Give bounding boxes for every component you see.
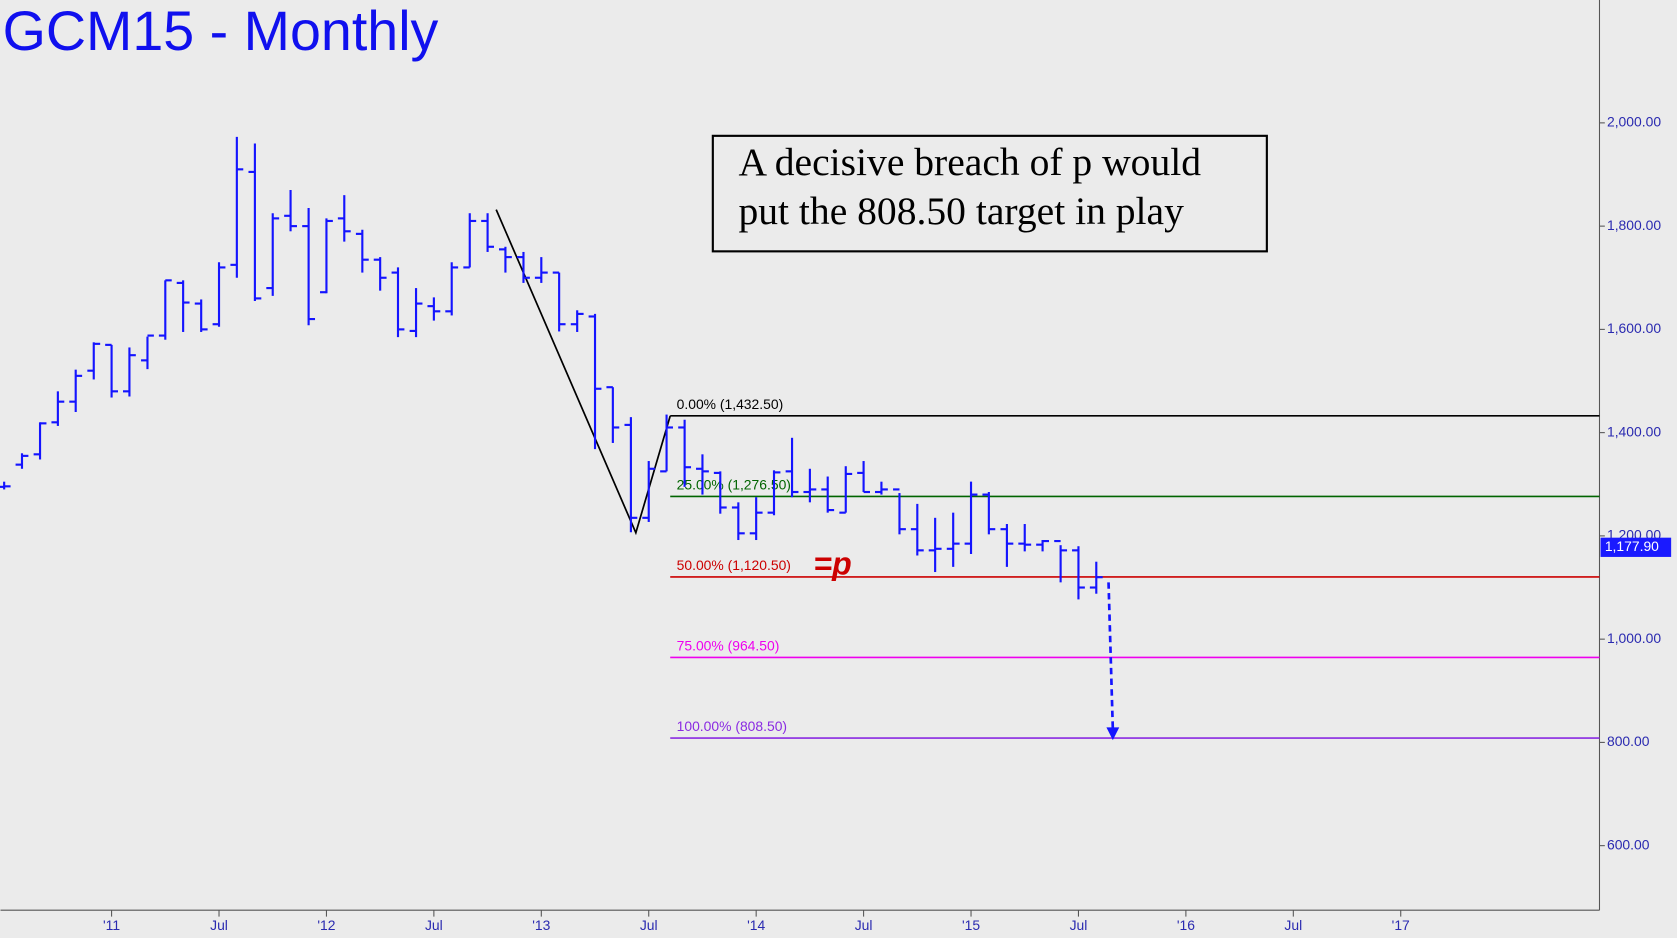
y-tick-label: 2,000.00	[1607, 114, 1661, 130]
p-marker: =p	[813, 546, 851, 582]
x-tick-label: '14	[747, 917, 765, 933]
last-price-box	[1600, 537, 1672, 557]
fib-label: 100.00% (808.50)	[677, 718, 787, 734]
projection-line	[1107, 582, 1115, 730]
annotation-line: put the 808.50 target in play	[738, 189, 1184, 233]
fib-label: 50.00% (1,120.50)	[677, 557, 791, 573]
annotation-box	[711, 134, 1268, 253]
chart-title: GCM15 - Monthly	[3, 0, 439, 62]
annotation-line: A decisive breach of p would	[738, 140, 1201, 184]
swing-line	[495, 209, 672, 536]
fib-label: 75.00% (964.50)	[677, 637, 780, 653]
x-tick-label: Jul	[855, 917, 873, 933]
y-tick-label: 1,000.00	[1607, 630, 1661, 646]
x-tick-label: '17	[1392, 917, 1410, 933]
x-tick-label: Jul	[1284, 917, 1302, 933]
x-tick-label: '15	[962, 917, 980, 933]
x-tick-label: Jul	[640, 917, 658, 933]
projection-arrowhead	[1106, 727, 1120, 741]
plot-area: 600.00800.001,000.001,200.001,400.001,60…	[0, 114, 1672, 933]
y-tick-label: 600.00	[1607, 836, 1650, 852]
x-tick-label: Jul	[210, 917, 228, 933]
y-tick-label: 1,400.00	[1607, 423, 1661, 439]
fib-label: 0.00% (1,432.50)	[677, 396, 784, 412]
x-tick-label: '11	[103, 917, 120, 933]
x-tick-label: '16	[1177, 917, 1195, 933]
x-tick-label: '12	[317, 917, 335, 933]
y-tick-label: 1,600.00	[1607, 320, 1661, 336]
x-tick-label: Jul	[425, 917, 443, 933]
y-tick-label: 800.00	[1607, 733, 1650, 749]
last-price-label: 1,177.90	[1605, 538, 1659, 554]
y-tick-label: 1,800.00	[1607, 217, 1661, 233]
x-tick-label: Jul	[1070, 917, 1088, 933]
x-tick-label: '13	[532, 917, 550, 933]
fib-label: 25.00% (1,276.50)	[677, 476, 791, 492]
